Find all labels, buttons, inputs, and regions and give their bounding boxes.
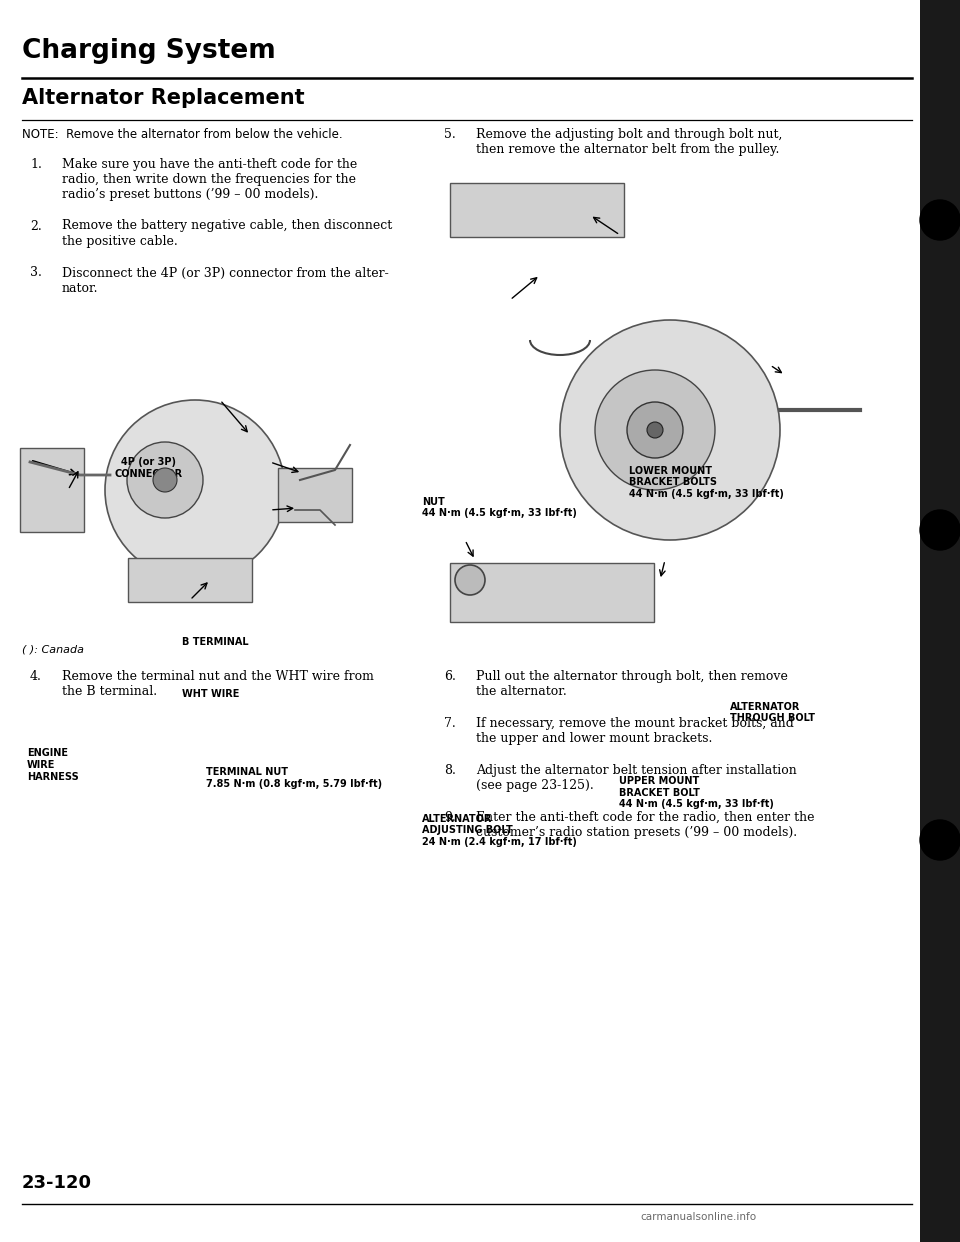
Text: ALTERNATOR
THROUGH BOLT: ALTERNATOR THROUGH BOLT: [730, 702, 815, 723]
Text: ALTERNATOR
ADJUSTING BOLT
24 N·m (2.4 kgf·m, 17 lbf·ft): ALTERNATOR ADJUSTING BOLT 24 N·m (2.4 kg…: [422, 814, 577, 847]
Bar: [920, 0, 960, 1242]
Circle shape: [127, 442, 203, 518]
Circle shape: [105, 400, 285, 580]
FancyBboxPatch shape: [128, 558, 252, 602]
Text: Adjust the alternator belt tension after installation
(see page 23-125).: Adjust the alternator belt tension after…: [476, 764, 797, 792]
Text: LOWER MOUNT
BRACKET BOLTS
44 N·m (4.5 kgf·m, 33 lbf·ft): LOWER MOUNT BRACKET BOLTS 44 N·m (4.5 kg…: [629, 466, 783, 499]
Circle shape: [920, 510, 960, 550]
Text: 3.: 3.: [30, 267, 42, 279]
Text: Make sure you have the anti-theft code for the
radio, then write down the freque: Make sure you have the anti-theft code f…: [62, 158, 357, 201]
Text: Remove the battery negative cable, then disconnect
the positive cable.: Remove the battery negative cable, then …: [62, 220, 393, 247]
Text: Pull out the alternator through bolt, then remove
the alternator.: Pull out the alternator through bolt, th…: [476, 669, 788, 698]
Text: 8.: 8.: [444, 764, 456, 777]
Circle shape: [595, 370, 715, 491]
Circle shape: [153, 468, 177, 492]
Text: 4.: 4.: [30, 669, 42, 683]
Text: B TERMINAL: B TERMINAL: [182, 637, 249, 647]
Text: 23-120: 23-120: [22, 1174, 92, 1192]
Circle shape: [560, 320, 780, 540]
Text: Remove the terminal nut and the WHT wire from
the B terminal.: Remove the terminal nut and the WHT wire…: [62, 669, 373, 698]
Text: Alternator Replacement: Alternator Replacement: [22, 88, 304, 108]
FancyBboxPatch shape: [20, 448, 84, 532]
Text: UPPER MOUNT
BRACKET BOLT
44 N·m (4.5 kgf·m, 33 lbf·ft): UPPER MOUNT BRACKET BOLT 44 N·m (4.5 kgf…: [619, 776, 774, 810]
Text: ENGINE
WIRE
HARNESS: ENGINE WIRE HARNESS: [27, 748, 79, 781]
Text: 6.: 6.: [444, 669, 456, 683]
Text: 5.: 5.: [444, 128, 456, 142]
Text: 1.: 1.: [30, 158, 42, 171]
Text: Remove the adjusting bolt and through bolt nut,
then remove the alternator belt : Remove the adjusting bolt and through bo…: [476, 128, 782, 156]
Circle shape: [920, 820, 960, 859]
FancyBboxPatch shape: [450, 563, 654, 622]
Circle shape: [455, 565, 485, 595]
Text: 7.: 7.: [444, 717, 456, 730]
Circle shape: [647, 422, 663, 438]
Text: Enter the anti-theft code for the radio, then enter the
customer’s radio station: Enter the anti-theft code for the radio,…: [476, 811, 814, 840]
Text: If necessary, remove the mount bracket bolts, and
the upper and lower mount brac: If necessary, remove the mount bracket b…: [476, 717, 794, 745]
Text: 9.: 9.: [444, 811, 456, 823]
Circle shape: [627, 402, 683, 458]
Text: Disconnect the 4P (or 3P) connector from the alter-
nator.: Disconnect the 4P (or 3P) connector from…: [62, 267, 389, 294]
Text: WHT WIRE: WHT WIRE: [182, 689, 240, 699]
FancyBboxPatch shape: [278, 468, 352, 522]
Text: NOTE:  Remove the alternator from below the vehicle.: NOTE: Remove the alternator from below t…: [22, 128, 343, 142]
Text: Charging System: Charging System: [22, 39, 276, 65]
FancyBboxPatch shape: [450, 183, 624, 237]
Text: 4P (or 3P)
CONNECTOR: 4P (or 3P) CONNECTOR: [115, 457, 182, 478]
Text: 2.: 2.: [30, 220, 41, 232]
Text: ( ): Canada: ( ): Canada: [22, 645, 84, 655]
Circle shape: [920, 200, 960, 240]
Text: carmanualsonline.info: carmanualsonline.info: [640, 1212, 756, 1222]
Text: NUT
44 N·m (4.5 kgf·m, 33 lbf·ft): NUT 44 N·m (4.5 kgf·m, 33 lbf·ft): [422, 497, 577, 518]
Text: TERMINAL NUT
7.85 N·m (0.8 kgf·m, 5.79 lbf·ft): TERMINAL NUT 7.85 N·m (0.8 kgf·m, 5.79 l…: [206, 768, 382, 789]
